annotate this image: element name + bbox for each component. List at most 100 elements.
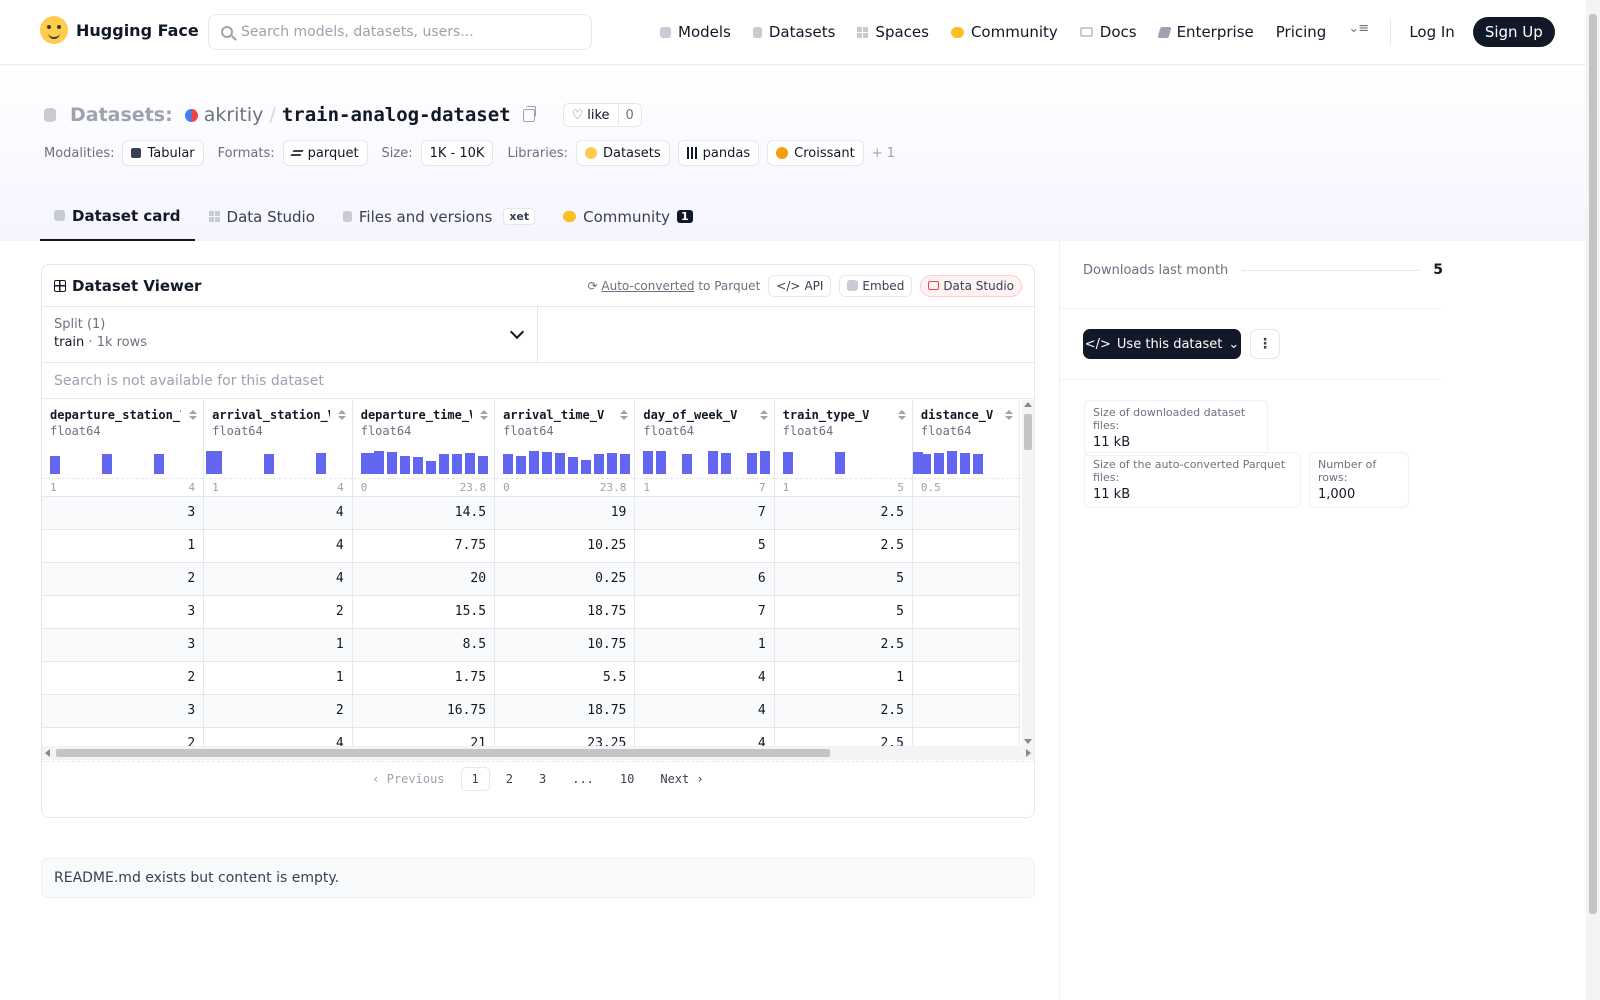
histogram-bar[interactable] [290,472,300,474]
table-cell[interactable] [912,529,1020,563]
page-button-2[interactable]: 2 [505,771,513,786]
table-cell[interactable]: 7 [634,595,775,629]
page-button-1[interactable]: 1 [460,766,490,791]
nav-link-community[interactable]: Community [950,23,1058,41]
histogram-bar[interactable] [620,453,631,474]
page-button-3[interactable]: 3 [538,771,547,786]
table-cell[interactable]: 16.75 [352,694,496,728]
histogram-bar[interactable] [412,456,423,474]
like-count[interactable]: 0 [625,107,634,123]
table-cell[interactable]: 3 [42,496,205,530]
nav-link-docs[interactable]: Docs [1079,23,1137,41]
nav-link-models[interactable]: Models [660,23,731,41]
table-cell[interactable]: 0.25 [494,562,636,596]
table-cell[interactable]: 15.5 [352,595,496,629]
histogram-bar[interactable] [933,452,944,474]
histogram-bar[interactable] [264,453,275,474]
table-row[interactable]: 2 1 1.75 5.5 4 1 [42,661,1020,695]
library-chip-pandas[interactable]: pandas [677,140,760,166]
table-cell[interactable]: 4 [634,694,775,728]
histogram-bar[interactable] [581,459,592,474]
histogram-bar[interactable] [316,452,327,474]
scroll-down-icon[interactable] [1024,739,1032,744]
histogram-bar[interactable] [708,450,719,474]
histogram-bar[interactable] [451,453,462,474]
table-cell[interactable]: 3 [42,595,205,629]
auto-converted-link[interactable]: Auto-converted [601,278,695,293]
histogram-bar[interactable] [154,453,164,474]
scroll-left-icon[interactable] [45,749,50,757]
table-cell[interactable]: 4 [203,562,353,596]
histogram-bar[interactable] [167,472,177,474]
histogram-bar[interactable] [89,472,99,474]
histogram-bar[interactable] [946,450,957,474]
histogram-bar[interactable] [180,472,190,474]
histogram-bar[interactable] [225,472,235,474]
histogram-bar[interactable] [822,472,832,474]
nav-link-enterprise[interactable]: Enterprise [1157,23,1254,41]
author-link[interactable]: akritiy [203,104,264,126]
histogram-bar[interactable] [212,450,223,474]
sort-icon[interactable] [480,410,489,420]
histogram-bar[interactable] [848,472,858,474]
table-cell[interactable]: 5 [774,562,913,596]
vertical-scrollbar[interactable] [1022,400,1034,746]
search-input[interactable]: Search models, datasets, users... [208,14,592,50]
table-cell[interactable] [912,496,1020,530]
tab-files-and-versions[interactable]: Files and versions xet [329,192,549,241]
table-cell[interactable]: 21 [352,727,496,746]
split-dropdown[interactable]: Split (1) train · 1k rows [42,307,538,362]
use-this-dataset-button[interactable]: </> Use this dataset ⌄ [1083,329,1241,359]
page-button-10[interactable]: 10 [619,771,635,786]
scroll-up-icon[interactable] [1024,402,1032,407]
column-header[interactable]: train_type_V float64 1 5 [774,400,923,497]
table-cell[interactable]: 2.5 [774,496,913,530]
table-cell[interactable]: 4 [203,727,353,746]
histogram-bar[interactable] [76,472,86,474]
histogram-bar[interactable] [900,472,910,474]
more-options-button[interactable]: ⋮ [1250,329,1280,359]
table-cell[interactable]: 4 [203,529,353,563]
column-header[interactable]: arrival_station_V float64 1 4 [203,400,379,497]
embed-button[interactable]: Embed [839,274,913,297]
histogram-bar[interactable] [238,472,248,474]
histogram-bar[interactable] [861,472,871,474]
table-cell[interactable]: 23.25 [494,727,636,746]
table-row[interactable]: 3 2 16.75 18.75 4 2.5 [42,694,1020,728]
next-page-button[interactable]: Next › [660,771,704,786]
histogram-bar[interactable] [809,472,819,474]
histogram-bar[interactable] [643,450,654,474]
table-cell[interactable]: 19 [494,496,636,530]
more-menu-icon[interactable] [1348,21,1368,38]
sort-icon[interactable] [620,410,629,420]
histogram-bar[interactable] [373,450,384,474]
table-cell[interactable]: 1 [774,661,913,695]
column-header[interactable]: departure_station_V float64 1 4 [42,400,216,497]
table-cell[interactable]: 5 [634,529,775,563]
table-cell[interactable]: 1 [634,628,775,662]
tab-data-studio[interactable]: Data Studio [195,192,329,241]
table-cell[interactable]: 5.5 [494,661,636,695]
histogram-bar[interactable] [796,472,806,474]
column-header[interactable]: arrival_time_V float64 0 23.8 [494,400,636,497]
table-cell[interactable]: 1 [203,661,353,695]
previous-page-button[interactable]: ‹ Previous [372,771,445,786]
scroll-right-icon[interactable] [1026,749,1031,757]
histogram-bar[interactable] [887,472,897,474]
table-cell[interactable]: 2 [203,595,353,629]
brand-logo[interactable]: Hugging Face [40,16,199,44]
page-scrollbar[interactable] [1586,0,1600,1000]
data-grid[interactable]: departure_station_V float64 1 4 arrival_stat… [42,400,1020,746]
histogram-bar[interactable] [63,472,73,474]
histogram-bar[interactable] [529,450,540,474]
histogram-bar[interactable] [594,453,605,474]
sort-icon[interactable] [759,410,768,420]
table-cell[interactable]: 2 [203,694,353,728]
histogram-bar[interactable] [747,452,758,474]
histogram-bar[interactable] [360,452,371,474]
histogram-bar[interactable] [760,450,771,474]
table-cell[interactable]: 8.5 [352,628,496,662]
histogram-bar[interactable] [329,472,339,474]
table-cell[interactable] [912,562,1020,596]
table-cell[interactable] [912,595,1020,629]
